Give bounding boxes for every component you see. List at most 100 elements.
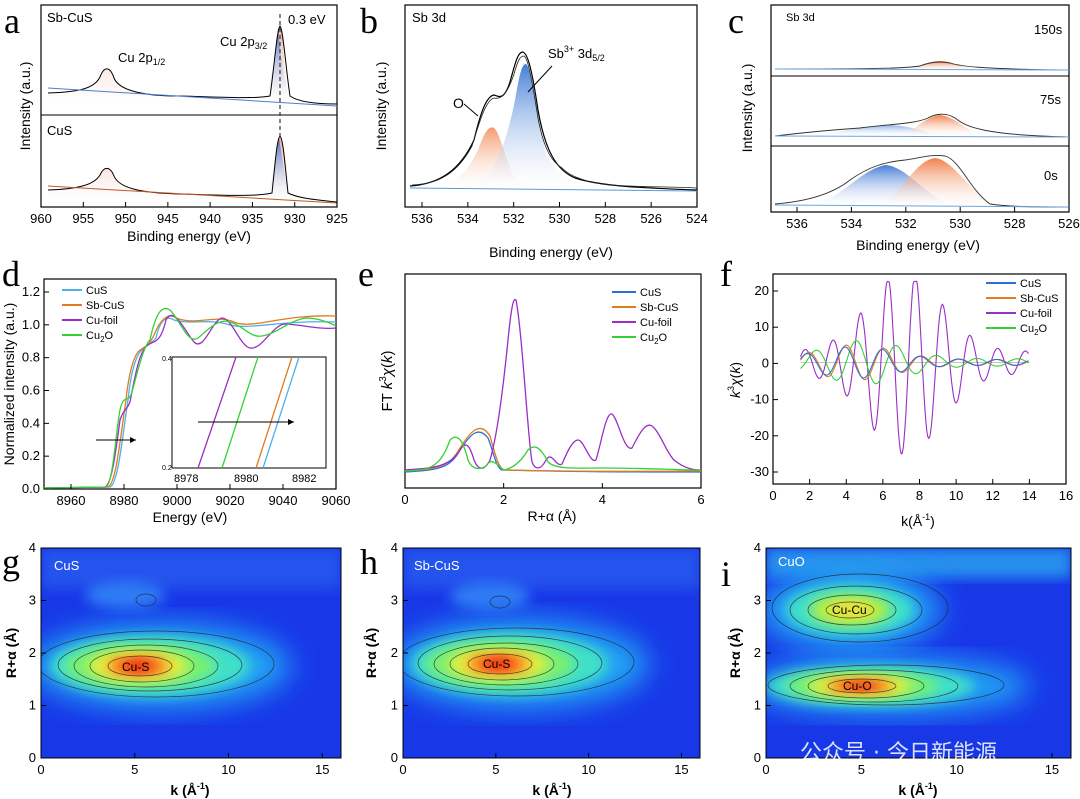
panel-i-feature-cuo: Cu-O (843, 679, 872, 693)
panel-i-ytick-2: 2 (754, 645, 761, 660)
panel-a-ann-cu2p32: Cu 2p3/2 (220, 34, 267, 51)
panel-i-title: CuO (778, 554, 805, 569)
panel-a-ylabel: Intensity (a.u.) (17, 62, 33, 151)
panel-i-ytick-0: 0 (754, 750, 761, 765)
panel-a-ann-cu2p12: Cu 2p1/2 (118, 50, 165, 67)
panel-e-xlabel: R+α (Å) (528, 508, 577, 524)
panel-a-bottom-baseline (47, 185, 338, 204)
panel-c-xlabel: Binding energy (eV) (856, 237, 980, 253)
panel-d-ytick-4: 0.8 (22, 350, 40, 365)
panel-f-xtick-2: 4 (843, 488, 850, 503)
panel-b-baseline (409, 187, 698, 192)
panel-c-xtick-4: 528 (1004, 216, 1026, 231)
panel-d-ytick-5: 1.0 (22, 317, 40, 332)
panel-b-ann-sb: Sb3+ 3d5/2 (548, 44, 605, 63)
panel-d-ytick-3: 0.6 (22, 383, 40, 398)
panel-h-title: Sb-CuS (414, 558, 460, 573)
panel-i-ylabel: R+α (Å) (727, 628, 743, 678)
panel-b-xtick-2: 532 (503, 211, 525, 226)
panel-i: i CuO C (721, 540, 1072, 798)
panel-b-xtick-0: 536 (411, 211, 433, 226)
panel-f-ytick-1: 10 (755, 319, 769, 334)
panel-h-xlabel: k (Å-1) (532, 781, 571, 798)
panel-c-label-150s: 150s (1034, 22, 1063, 37)
panel-d-inset-xtick-1: 8980 (234, 473, 258, 485)
panel-g-heatmap (41, 548, 341, 758)
panel-d-ylabel: Normalized intensity (a.u.) (1, 303, 17, 466)
panel-a-xtick-6: 930 (284, 211, 306, 226)
panel-d-xtick-2: 9000 (163, 493, 192, 508)
panel-f-line-cus (800, 346, 1029, 379)
panel-c-xtick-5: 526 (1058, 216, 1080, 231)
panel-a-xtick-2: 950 (115, 211, 137, 226)
panel-a-top-baseline (47, 87, 338, 107)
panel-h-ytick-3: 3 (391, 593, 398, 608)
panel-e-xtick-2: 4 (599, 492, 606, 507)
panel-h-ticks: 0 5 10 15 0 1 2 3 4 (391, 540, 689, 777)
panel-e: e CuS Sb-CuS Cu-foil Cu2O FT k3χ(k) R+α (Å)… (358, 254, 705, 524)
panel-g-ytick-1: 1 (29, 698, 36, 713)
panel-d-ytick-6: 1.2 (22, 284, 40, 299)
panel-a-xticks: 960 955 950 945 940 935 930 925 (30, 202, 348, 226)
panel-d-inset-arrowhead (288, 419, 294, 425)
panel-i-feature-cucu: Cu-Cu (832, 603, 867, 617)
panel-f-xtick-0: 0 (769, 488, 776, 503)
panel-c-75s-orange (905, 115, 980, 136)
panel-e-legend-label-2: Cu-foil (640, 317, 672, 329)
panel-d-inset-ytick-bottom: 0.2 (162, 465, 172, 472)
panel-d-inset-cu2o (221, 356, 259, 469)
panel-e-xtick-1: 2 (500, 492, 507, 507)
panel-f-xtick-5: 10 (949, 488, 963, 503)
panel-a-bottom-curve (47, 135, 338, 203)
panel-c-0s-curve (774, 155, 1070, 208)
panel-a-top-blue-peak (262, 28, 292, 101)
panel-a-label-cus: CuS (47, 123, 73, 138)
panel-h-ytick-0: 0 (391, 750, 398, 765)
panel-c-75s-curve (774, 113, 1070, 138)
panel-i-ytick-3: 3 (754, 593, 761, 608)
panel-b-o-peak (430, 127, 560, 189)
panel-b-xtick-1: 534 (457, 211, 479, 226)
panel-d-inset-cufoil (197, 356, 237, 469)
panel-f-xtick-1: 2 (806, 488, 813, 503)
panel-a-xtick-4: 940 (199, 211, 221, 226)
panel-b-xtick-6: 524 (686, 211, 708, 226)
panel-g-xtick-1: 5 (131, 762, 138, 777)
panel-f-ytick-3: -10 (750, 392, 769, 407)
panel-d-ytick-0: 0.0 (22, 481, 40, 496)
panel-f-ytick-4: -20 (750, 428, 769, 443)
panel-d-ticks: 8960 8980 9000 9020 9040 9060 0.0 0.2 0.4 0.6 0.8 1… (22, 284, 351, 508)
watermark-text: 公众号 · 今日新能源 (800, 741, 997, 766)
panel-d-ytick-2: 0.4 (22, 415, 40, 430)
panel-g-ytick-4: 4 (29, 540, 36, 555)
panel-f: f CuS Sb-CuS Cu-foil Cu2O k3χ(k) k(Å-1) 0 2 4… (720, 254, 1073, 529)
panel-f-line-cu2o (800, 340, 1029, 385)
panel-c-xtick-2: 532 (895, 216, 917, 231)
panel-a: a Sb-CuS CuS Cu 2p1/2 Cu 2p3/2 0.3 eV In… (4, 1, 348, 244)
panel-b-xtick-5: 526 (640, 211, 662, 226)
panel-d: d 0.4 0.2 8978 8980 8982 CuS Sb-CuS Cu-foi… (1, 254, 350, 525)
panel-c-xticks: 536 534 532 530 528 526 (786, 207, 1080, 231)
panel-a-xlabel: Binding energy (eV) (127, 228, 251, 244)
panel-h-heatmap (403, 548, 700, 758)
panel-f-xtick-8: 16 (1059, 488, 1073, 503)
panel-d-legend-label-1: Sb-CuS (86, 300, 125, 312)
panel-d-legend-label-2: Cu-foil (86, 315, 118, 327)
panel-g: g CuS Cu-S R+α (Å) k (Å-1) 0 5 10 15 0 (2, 540, 342, 798)
panel-f-legend-label-2: Cu-foil (1020, 308, 1052, 320)
panel-b-frame (404, 4, 698, 208)
panel-c: c Sb 3d 150s 75s 0s Intensity (a.u.) Bin… (728, 1, 1080, 253)
panel-c-label-0s: 0s (1044, 168, 1058, 183)
panel-f-ylabel: k3χ(k) (726, 362, 743, 398)
panel-h-xtick-2: 10 (581, 762, 595, 777)
panel-a-top-fill (48, 26, 337, 106)
panel-f-xtick-7: 14 (1022, 488, 1036, 503)
panel-c-0s-orange (880, 158, 1000, 206)
panel-b-letter: b (360, 1, 378, 41)
panel-a-top-curve (47, 25, 338, 105)
panel-c-frame (770, 4, 1070, 213)
panel-d-inset-ytick-top: 0.4 (162, 356, 172, 363)
panel-d-inset-sbcus (255, 356, 293, 469)
panel-d-line-cu2o (43, 307, 337, 489)
panel-a-bottom-blue-peak (264, 138, 293, 199)
